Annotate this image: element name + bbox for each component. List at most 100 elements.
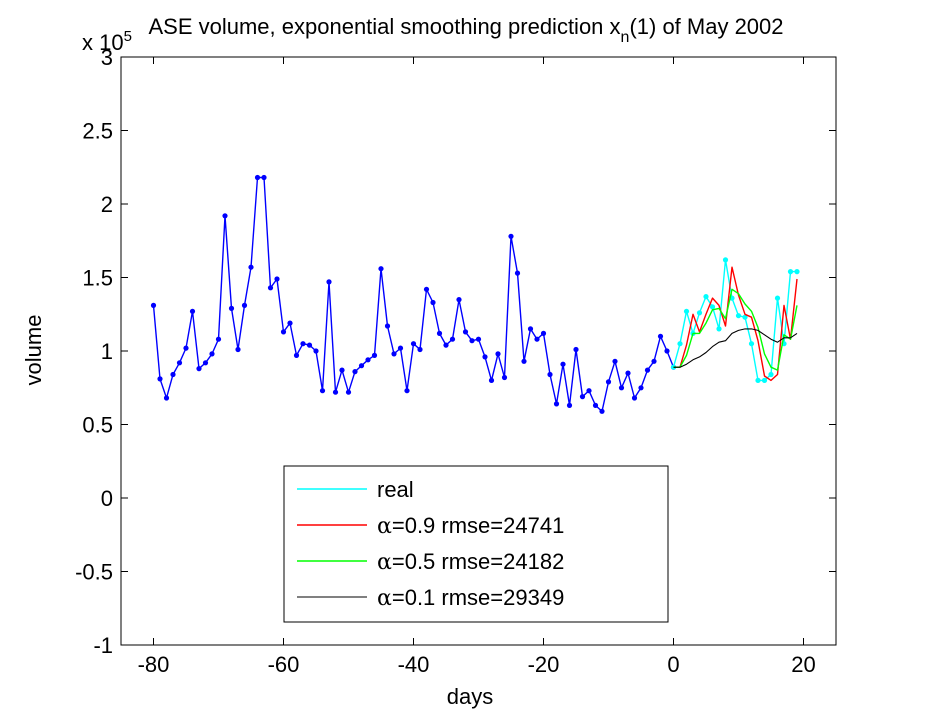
data-point-history: [326, 279, 332, 285]
legend-entry-real: real: [297, 477, 414, 502]
data-point-history: [501, 374, 508, 381]
data-point-history: [365, 357, 371, 363]
x-tick-label: 0: [667, 652, 679, 677]
data-point-real: [709, 304, 716, 310]
data-point-history: [469, 338, 475, 344]
y-tick-label: 2.5: [82, 119, 113, 144]
y-tick-label: -1: [93, 633, 113, 658]
data-point-history: [202, 360, 209, 366]
data-point-history: [508, 233, 514, 239]
data-point-history: [430, 299, 436, 306]
data-point-history: [521, 358, 527, 364]
data-point-real: [768, 371, 774, 378]
legend-entry-alpha05: α=0.5 rmse=24182: [297, 549, 564, 575]
data-point-history: [449, 336, 456, 342]
data-point-history: [657, 333, 664, 339]
alpha-symbol: α: [377, 586, 392, 611]
data-point-history: [345, 389, 352, 395]
y-axis-label: volume: [21, 315, 46, 386]
series-line-real: [672, 259, 797, 382]
x-tick-label: -40: [398, 652, 430, 677]
data-point-real: [742, 314, 748, 320]
data-point-history: [241, 302, 248, 308]
data-point-history: [384, 323, 391, 329]
chart-title: ASE volume, exponential smoothing predic…: [148, 14, 783, 46]
data-point-real: [677, 341, 683, 347]
data-point-history: [183, 345, 189, 351]
data-point-history: [566, 402, 573, 408]
data-point-history: [150, 302, 157, 308]
y-tick-label: 2: [101, 192, 113, 217]
data-point-real: [774, 295, 781, 301]
data-point-history: [423, 286, 430, 292]
data-point-history: [319, 388, 326, 394]
data-point-history: [176, 360, 183, 366]
data-point-history: [417, 346, 423, 353]
data-point-history: [579, 394, 586, 400]
data-point-history: [371, 352, 378, 358]
data-point-history: [378, 266, 384, 272]
data-point-real: [787, 269, 794, 275]
data-point-history: [209, 351, 215, 357]
data-point-history: [618, 385, 625, 391]
y-axis-ticks: -1 -0.5 0 0.5 1 1.5 2 2.5 3: [75, 45, 836, 658]
data-point-history: [293, 352, 300, 358]
data-point-history: [157, 376, 163, 382]
data-point-history: [586, 388, 592, 394]
y-tick-label: 3: [101, 45, 113, 70]
data-point-history: [287, 320, 293, 326]
y-tick-label: 0.5: [82, 413, 113, 438]
data-point-history: [631, 395, 638, 401]
data-point-history: [339, 367, 345, 373]
data-point-history: [443, 342, 449, 348]
y-exponent-base: x 10: [82, 30, 124, 55]
y-exponent-power: 5: [124, 28, 132, 45]
y-tick-label: 0: [101, 486, 113, 511]
data-point-history: [280, 329, 287, 335]
data-point-history: [638, 385, 644, 391]
data-point-history: [261, 174, 267, 181]
series-layer: [150, 174, 800, 414]
legend-box: [283, 465, 669, 623]
data-point-real: [748, 341, 755, 347]
data-point-history: [534, 336, 540, 342]
data-point-history: [625, 370, 631, 376]
data-point-real: [761, 377, 768, 383]
data-point-history: [196, 366, 202, 372]
x-tick-label: -20: [528, 652, 560, 677]
data-point-history: [599, 408, 605, 414]
data-point-history: [560, 361, 566, 367]
data-point-history: [352, 369, 358, 375]
data-point-real: [735, 313, 742, 319]
data-point-history: [306, 342, 313, 348]
y-axis-exponent: x 105: [82, 28, 132, 55]
x-tick-label: -60: [268, 652, 300, 677]
y-tick-label: 1.5: [82, 266, 113, 291]
data-point-history: [456, 297, 462, 303]
data-point-real: [716, 326, 722, 332]
legend-entry-alpha01: α=0.1 rmse=29349: [297, 585, 564, 611]
data-point-history: [391, 351, 397, 357]
data-point-history: [397, 345, 404, 351]
legend-label-alpha05: α=0.5 rmse=24182: [377, 549, 564, 575]
data-point-history: [495, 351, 501, 357]
data-point-history: [612, 358, 618, 364]
x-axis-label: days: [447, 684, 493, 709]
title-subscript: n: [621, 29, 630, 46]
data-point-history: [573, 346, 579, 353]
data-point-history: [189, 308, 196, 314]
data-point-history: [436, 330, 443, 336]
data-point-history: [358, 363, 365, 369]
y-tick-label: -0.5: [75, 560, 113, 585]
data-point-real: [703, 294, 709, 300]
data-point-real: [683, 308, 690, 314]
data-point-history: [462, 329, 469, 335]
data-point-history: [235, 346, 241, 353]
data-point-history: [482, 354, 488, 360]
data-point-history: [222, 213, 228, 219]
data-point-history: [404, 388, 410, 394]
data-point-history: [313, 348, 319, 354]
data-point-history: [170, 371, 176, 378]
data-point-history: [475, 336, 482, 342]
data-point-real: [794, 269, 800, 275]
